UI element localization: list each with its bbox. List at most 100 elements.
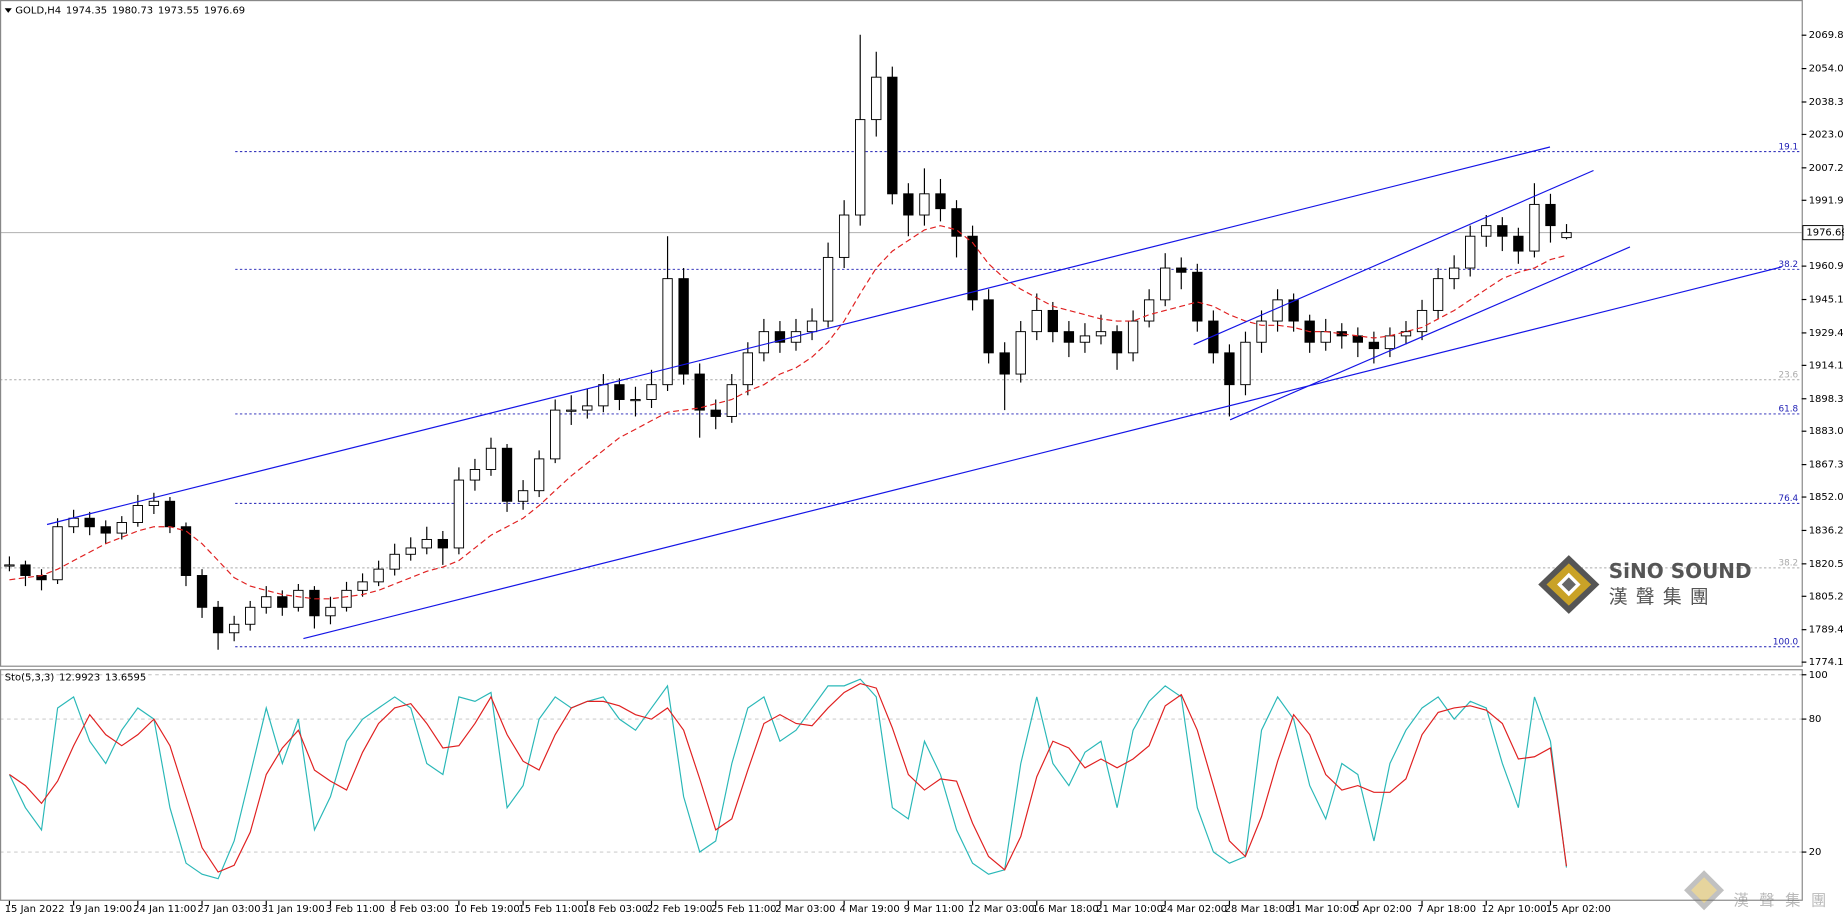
stoch-header: Sto(5,3,3) 12.9923 13.6595 <box>5 672 147 683</box>
candle-body <box>325 606 336 617</box>
candle-body <box>228 623 240 634</box>
candle-body <box>806 320 818 333</box>
candle-body <box>1545 203 1556 227</box>
fib-label: 61.8 <box>1779 405 1799 415</box>
x-tick-label: 4 Mar 19:00 <box>839 904 899 915</box>
y-tick-label: 2069.80 <box>1809 30 1844 41</box>
candle-body <box>1111 331 1123 354</box>
x-tick-label: 5 Apr 02:00 <box>1353 904 1412 915</box>
y-tick-label: 1789.45 <box>1809 625 1844 636</box>
candle-body <box>983 299 994 354</box>
candle-body <box>726 384 737 417</box>
fib-label: 38.2 <box>1779 559 1799 569</box>
candle-body <box>1256 320 1267 343</box>
candle-body <box>180 526 192 576</box>
y-tick-label: 1836.25 <box>1809 525 1844 536</box>
candle-body <box>694 373 705 411</box>
candle-body <box>1400 331 1412 337</box>
fib-label: 76.4 <box>1779 494 1799 504</box>
candle-body <box>1047 309 1059 333</box>
candle-body <box>132 505 144 523</box>
logo-chinese-small: 漢聲集團 <box>1733 891 1836 909</box>
candle-body <box>469 469 481 481</box>
trend-line <box>303 266 1782 640</box>
candle-body <box>52 526 63 581</box>
candle-body <box>1432 278 1444 311</box>
candle-body <box>533 458 545 492</box>
x-tick-label: 15 Apr 02:00 <box>1546 904 1611 915</box>
candle-body <box>887 76 898 195</box>
x-tick-label: 9 Mar 11:00 <box>904 904 964 915</box>
trend-line <box>1193 169 1594 346</box>
candle-body <box>1497 225 1508 237</box>
x-tick-label: 12 Mar 03:00 <box>968 904 1035 915</box>
candle-body <box>566 409 577 412</box>
logo-diamond <box>1684 870 1725 911</box>
candle-body <box>822 256 834 322</box>
candle-body <box>245 606 256 625</box>
y-tick-label: 80 <box>1809 714 1822 725</box>
k-value: 12.9923 <box>59 672 100 683</box>
candle-body <box>437 538 449 549</box>
candle-body <box>100 526 111 534</box>
candle-body <box>405 547 416 555</box>
candle-body <box>357 581 368 591</box>
candle-body <box>1015 331 1026 375</box>
x-tick-label: 3 Feb 11:00 <box>326 904 385 915</box>
candle-body <box>196 575 208 608</box>
logo-chinese: 漢聲集團 <box>1609 586 1717 608</box>
candle-body <box>309 589 320 617</box>
candle-body <box>935 193 946 210</box>
y-tick-label: 1867.30 <box>1809 460 1844 471</box>
candle-body <box>1320 331 1331 343</box>
candle-body <box>1352 335 1364 343</box>
candle-body <box>662 278 673 386</box>
x-tick-label: 28 Mar 18:00 <box>1225 904 1292 915</box>
stoch-frame <box>0 669 1803 901</box>
candle-body <box>1465 235 1476 269</box>
open-value: 1974.35 <box>66 6 107 17</box>
candle-body <box>630 399 641 402</box>
stoch-line <box>8 678 1568 880</box>
candle-body <box>1561 232 1572 239</box>
logo-name: SiNO SOUND <box>1609 559 1752 583</box>
candle-body <box>967 235 978 301</box>
price-panel: 19.1 38.2 23.6 61.8 76.4 38.2 100.0 <box>0 34 1802 650</box>
candle-body <box>678 278 689 375</box>
x-tick-label: 15 Feb 11:00 <box>518 904 584 915</box>
candle-body <box>453 479 465 549</box>
candle-body <box>1272 299 1283 322</box>
current-price-label: 1976.69 <box>1806 228 1844 239</box>
x-tick-label: 27 Jan 03:00 <box>197 904 260 915</box>
x-tick-label: 21 Mar 10:00 <box>1096 904 1163 915</box>
menu-arrow[interactable] <box>4 8 12 13</box>
y-tick-label: 20 <box>1809 847 1822 858</box>
current-price-box <box>1802 225 1844 241</box>
y-tick-label: 1898.35 <box>1809 394 1844 405</box>
candle-body <box>550 409 561 460</box>
low-value: 1973.55 <box>158 6 199 17</box>
candle-body <box>1481 225 1492 237</box>
candle-body <box>389 553 400 570</box>
candle-body <box>164 500 176 528</box>
candle-body <box>1127 320 1139 354</box>
close-value: 1976.69 <box>204 6 245 17</box>
candle-body <box>710 409 721 417</box>
fib-label: 19.1 <box>1779 142 1799 152</box>
trend-line <box>46 146 1551 526</box>
candle-body <box>1336 331 1347 337</box>
candle-body <box>1240 341 1251 386</box>
candle-body <box>855 119 866 216</box>
x-tick-label: 12 Apr 10:00 <box>1482 904 1547 915</box>
candle-body <box>68 517 79 528</box>
candle-body <box>20 564 31 576</box>
candle-body <box>614 384 625 400</box>
y-tick-label: 2007.25 <box>1809 163 1844 174</box>
y-tick-label: 1852.00 <box>1809 492 1844 503</box>
candle-body <box>341 589 352 608</box>
candle-body <box>1063 331 1075 343</box>
x-tick-label: 31 Mar 10:00 <box>1289 904 1356 915</box>
candle-body <box>646 384 657 400</box>
x-tick-label: 18 Feb 03:00 <box>583 904 649 915</box>
candle-body <box>774 331 786 343</box>
